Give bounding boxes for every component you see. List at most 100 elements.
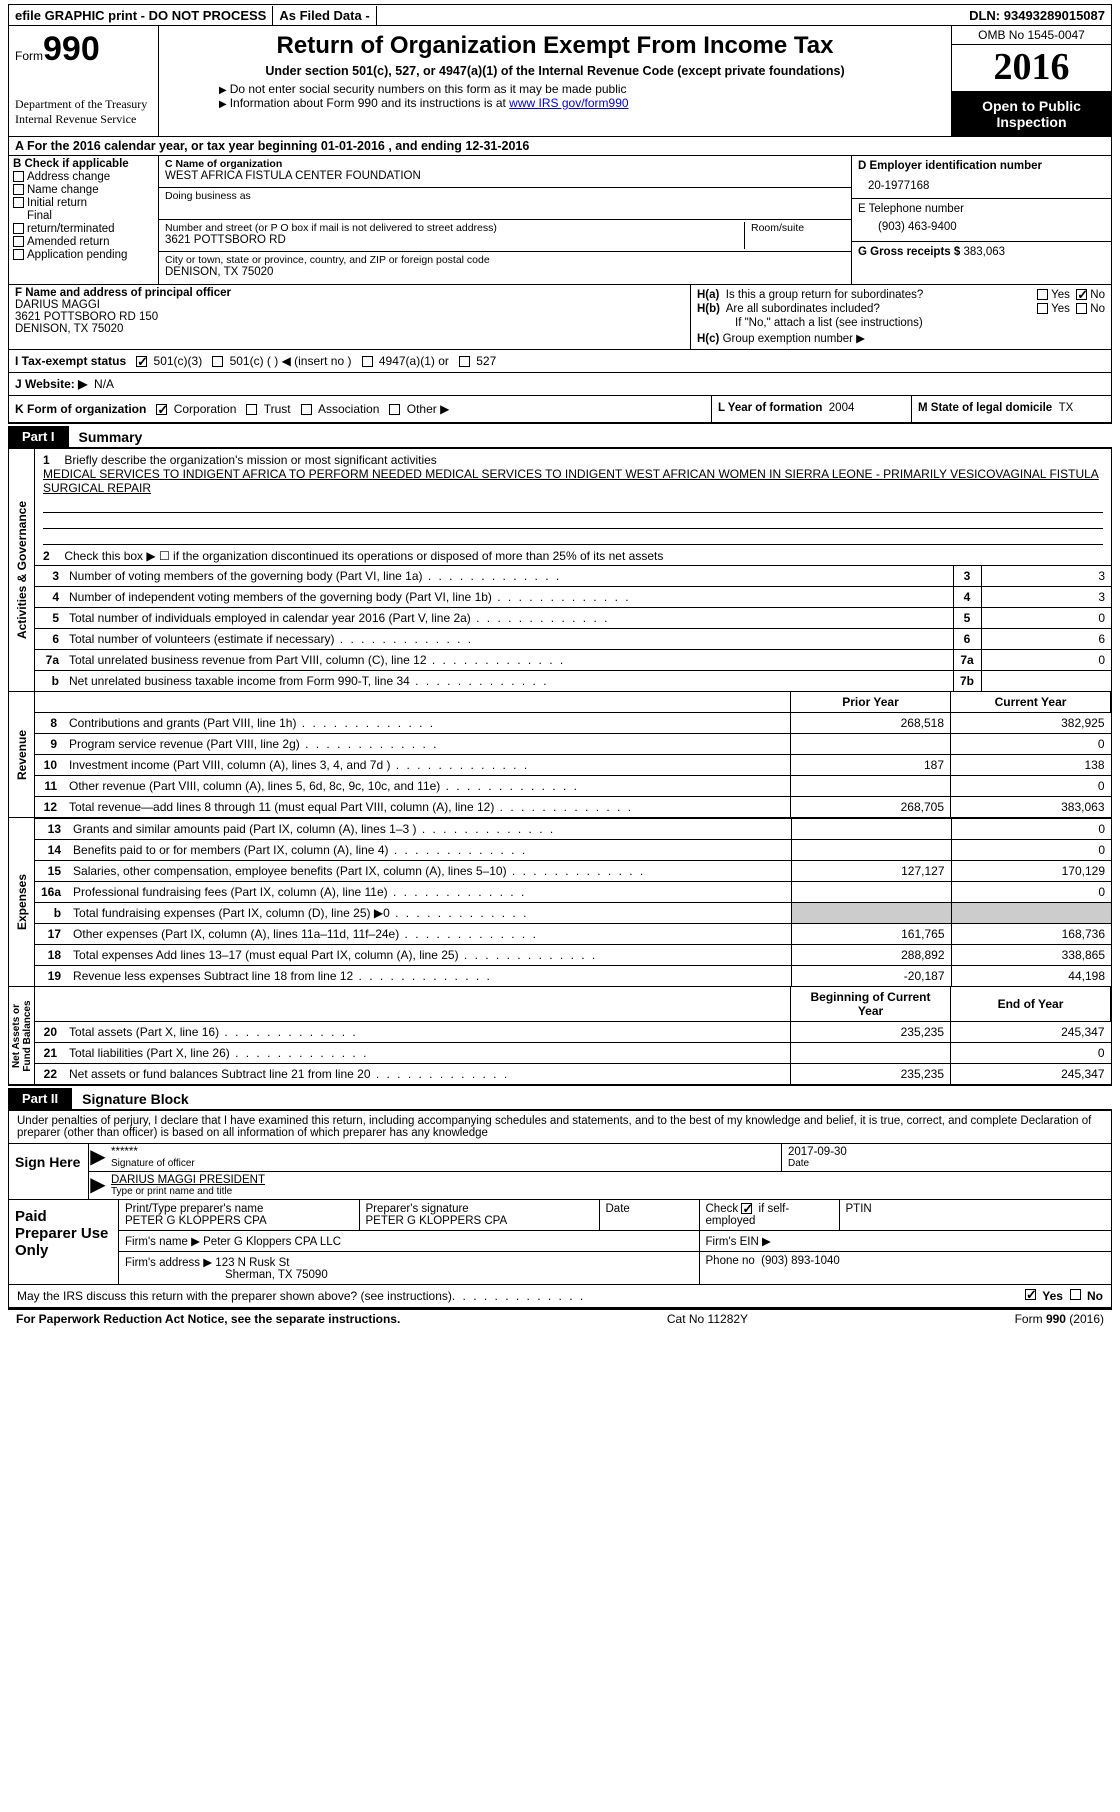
treasury-dept: Department of the Treasury Internal Reve…	[15, 97, 152, 127]
group-return: H(a) Is this a group return for subordin…	[691, 285, 1111, 349]
checkbox-trust[interactable]	[246, 404, 257, 415]
table-row: 14Benefits paid to or for members (Part …	[35, 840, 1111, 861]
table-row: 7aTotal unrelated business revenue from …	[35, 650, 1111, 671]
col-d-ids: D Employer identification number 20-1977…	[851, 156, 1111, 284]
table-row: 4Number of independent voting members of…	[35, 587, 1111, 608]
entity-block: B Check if applicable Address change Nam…	[8, 156, 1112, 285]
table-row: 9Program service revenue (Part VIII, lin…	[35, 734, 1111, 755]
part1-expenses: Expenses 13Grants and similar amounts pa…	[8, 818, 1112, 987]
checkbox-final-return[interactable]	[13, 223, 24, 234]
table-row: 21Total liabilities (Part X, line 26)0	[35, 1043, 1111, 1064]
org-street: 3621 POTTSBORO RD	[165, 234, 738, 246]
fh-block: F Name and address of principal officer …	[8, 285, 1112, 350]
signature-date: 2017-09-30	[788, 1146, 1105, 1158]
checkbox-4947[interactable]	[362, 356, 373, 367]
mission-text: MEDICAL SERVICES TO INDIGENT AFRICA TO P…	[43, 467, 1099, 495]
table-row: 18Total expenses Add lines 13–17 (must e…	[35, 945, 1111, 966]
table-row: 19Revenue less expenses Subtract line 18…	[35, 966, 1111, 987]
officer-name: DARIUS MAGGI PRESIDENT	[111, 1174, 1107, 1186]
page-footer: For Paperwork Reduction Act Notice, see …	[8, 1308, 1112, 1328]
table-row: 12Total revenue—add lines 8 through 11 (…	[35, 797, 1111, 818]
row-a-tax-year: A For the 2016 calendar year, or tax yea…	[8, 137, 1112, 156]
checkbox-amended[interactable]	[13, 236, 24, 247]
table-row: 13Grants and similar amounts paid (Part …	[35, 819, 1111, 840]
table-row: bTotal fundraising expenses (Part IX, co…	[35, 903, 1111, 924]
revenue-table: Prior YearCurrent Year 8Contributions an…	[35, 692, 1111, 817]
checkbox-ha-yes[interactable]	[1037, 289, 1048, 300]
irs-link[interactable]: www IRS gov/form990	[509, 96, 628, 110]
checkbox-hb-yes[interactable]	[1037, 303, 1048, 314]
checkbox-ha-no[interactable]	[1076, 289, 1087, 300]
gross-receipts: 383,063	[963, 246, 1005, 258]
col-b-checkboxes: B Check if applicable Address change Nam…	[9, 156, 159, 284]
expenses-table: 13Grants and similar amounts paid (Part …	[35, 818, 1111, 986]
org-name: WEST AFRICA FISTULA CENTER FOUNDATION	[165, 170, 845, 182]
checkbox-other[interactable]	[389, 404, 400, 415]
table-row: 17Other expenses (Part IX, column (A), l…	[35, 924, 1111, 945]
form-990-page: efile GRAPHIC print - DO NOT PROCESS As …	[0, 0, 1120, 1332]
row-j-website: J Website: ▶ N/A	[8, 373, 1112, 396]
telephone: (903) 463-9400	[858, 221, 1105, 233]
form-title: Return of Organization Exempt From Incom…	[169, 32, 941, 60]
firm-name: Peter G Kloppers CPA LLC	[203, 1236, 341, 1248]
form-number: 990	[43, 30, 100, 68]
header-left: Form990 Department of the Treasury Inter…	[9, 26, 159, 136]
netassets-table: Beginning of Current YearEnd of Year 20T…	[35, 987, 1111, 1084]
checkbox-527[interactable]	[459, 356, 470, 367]
line2-text: Check this box ▶ ☐ if the organization d…	[64, 549, 663, 563]
paid-preparer: Paid Preparer Use Only Print/Type prepar…	[9, 1199, 1111, 1284]
checkbox-discuss-no[interactable]	[1070, 1289, 1081, 1300]
ruled-line	[43, 497, 1103, 513]
ruled-line	[43, 529, 1103, 545]
year-formation: L Year of formation 2004	[711, 396, 911, 422]
header-center: Return of Organization Exempt From Incom…	[159, 26, 951, 136]
vlabel-governance: Activities & Governance	[15, 501, 29, 639]
header-notes: Do not enter social security numbers on …	[169, 82, 941, 110]
checkbox-assoc[interactable]	[301, 404, 312, 415]
checkbox-discuss-yes[interactable]	[1025, 1289, 1036, 1300]
table-row: 22Net assets or fund balances Subtract l…	[35, 1064, 1111, 1085]
signature-arrow-icon: ▶	[89, 1172, 107, 1199]
table-row: 16aProfessional fundraising fees (Part I…	[35, 882, 1111, 903]
governance-table: 3Number of voting members of the governi…	[35, 565, 1111, 691]
efile-notice: efile GRAPHIC print - DO NOT PROCESS	[9, 6, 273, 25]
part1-governance: Activities & Governance 1 Briefly descri…	[8, 447, 1112, 692]
table-row: 3Number of voting members of the governi…	[35, 566, 1111, 587]
row-i-tax-status: I Tax-exempt status 501(c)(3) 501(c) ( )…	[8, 350, 1112, 373]
checkbox-self-employed[interactable]	[741, 1203, 752, 1214]
header-right: OMB No 1545-0047 2016 Open to Public Ins…	[951, 26, 1111, 136]
table-row: 8Contributions and grants (Part VIII, li…	[35, 713, 1111, 734]
top-bar: efile GRAPHIC print - DO NOT PROCESS As …	[8, 4, 1112, 26]
checkbox-address-change[interactable]	[13, 171, 24, 182]
row-klm: K Form of organization Corporation Trust…	[8, 396, 1112, 424]
vlabel-netassets: Net Assets orFund Balances	[11, 1000, 33, 1071]
table-row: 10Investment income (Part VIII, column (…	[35, 755, 1111, 776]
table-row: 20Total assets (Part X, line 16)235,2352…	[35, 1022, 1111, 1043]
table-row: 15Salaries, other compensation, employee…	[35, 861, 1111, 882]
form-subtitle: Under section 501(c), 527, or 4947(a)(1)…	[169, 64, 941, 78]
part1-revenue: Revenue Prior YearCurrent Year 8Contribu…	[8, 692, 1112, 818]
checkbox-hb-no[interactable]	[1076, 303, 1087, 314]
preparer-phone: (903) 893-1040	[761, 1255, 840, 1267]
discuss-with-preparer: May the IRS discuss this return with the…	[9, 1284, 1111, 1307]
form-of-org: K Form of organization Corporation Trust…	[9, 396, 711, 422]
signature-block: Under penalties of perjury, I declare th…	[8, 1109, 1112, 1308]
ruled-line	[43, 513, 1103, 529]
checkbox-app-pending[interactable]	[13, 249, 24, 260]
checkbox-501c3[interactable]	[136, 356, 147, 367]
part2-header: Part II Signature Block	[8, 1088, 1112, 1109]
form-header: Form990 Department of the Treasury Inter…	[8, 26, 1112, 137]
checkbox-name-change[interactable]	[13, 184, 24, 195]
checkbox-501c[interactable]	[212, 356, 223, 367]
table-row: 6Total number of volunteers (estimate if…	[35, 629, 1111, 650]
col-c-org-info: C Name of organization WEST AFRICA FISTU…	[159, 156, 851, 284]
checkbox-initial-return[interactable]	[13, 197, 24, 208]
perjury-declaration: Under penalties of perjury, I declare th…	[9, 1111, 1111, 1144]
principal-officer: F Name and address of principal officer …	[9, 285, 691, 349]
sign-here-label: Sign Here	[9, 1144, 89, 1199]
vlabel-expenses: Expenses	[15, 874, 29, 930]
mission-block: 1 Briefly describe the organization's mi…	[35, 449, 1111, 497]
open-to-public: Open to Public Inspection	[952, 92, 1111, 136]
checkbox-corp[interactable]	[156, 404, 167, 415]
table-row: 5Total number of individuals employed in…	[35, 608, 1111, 629]
